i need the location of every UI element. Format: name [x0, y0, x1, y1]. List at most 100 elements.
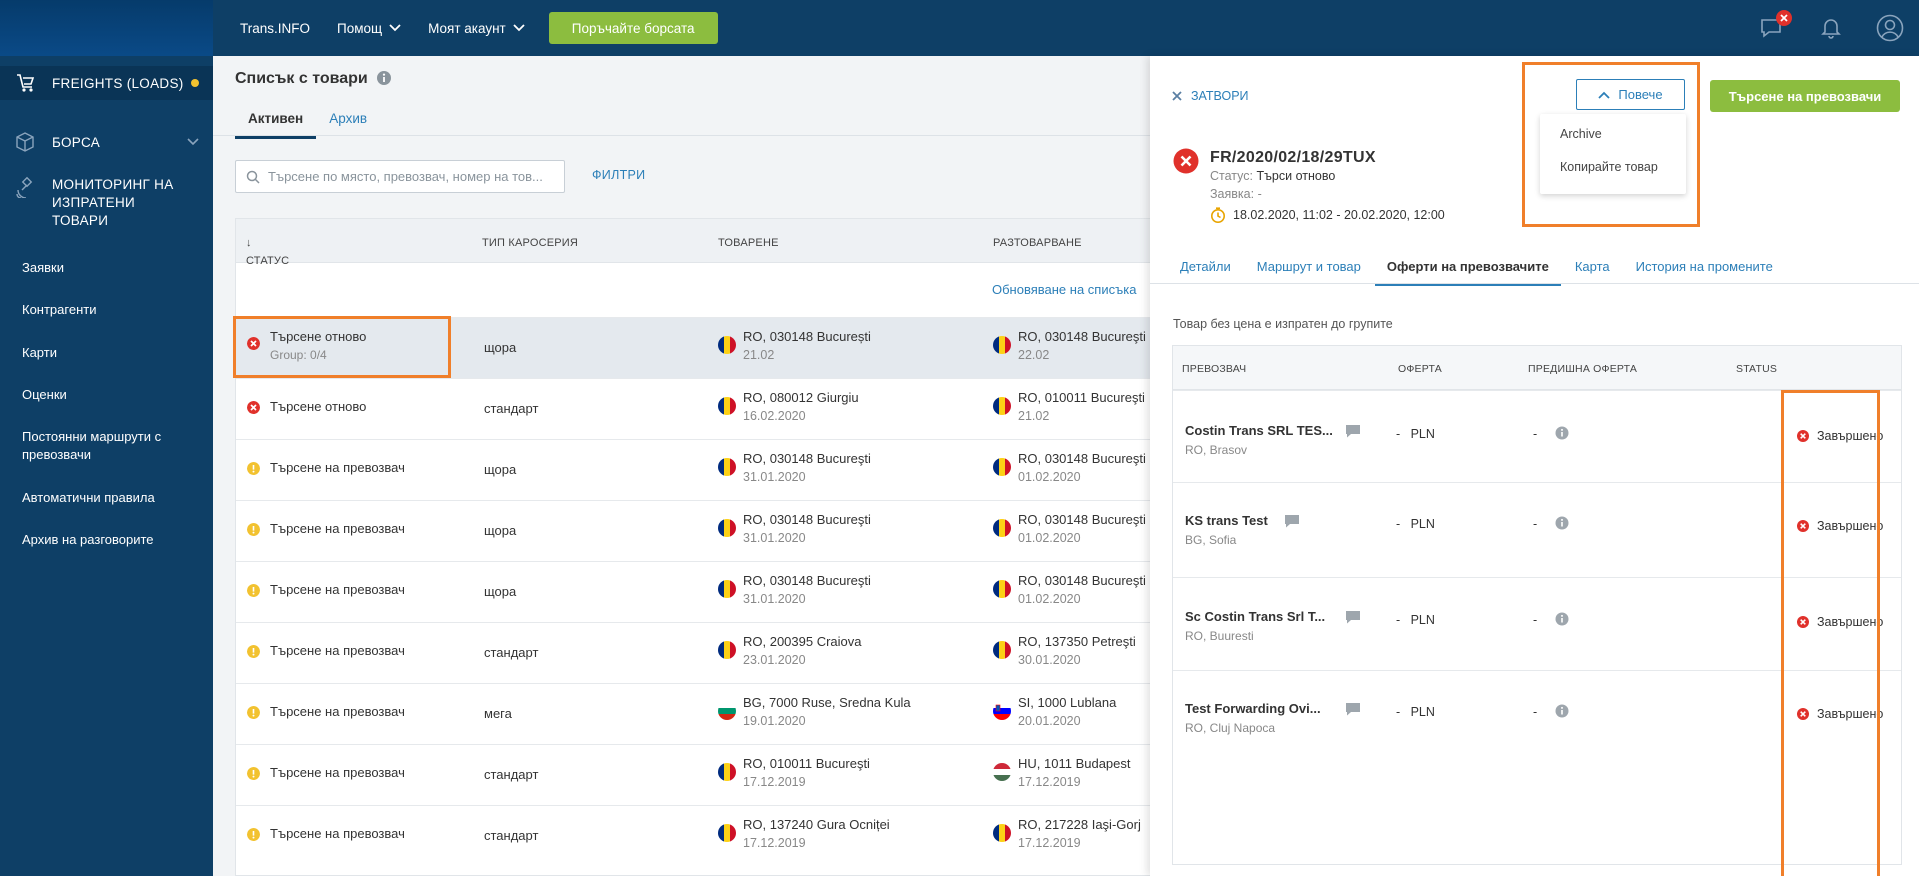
sidebar-item-permanent-routes[interactable]: Постоянни маршрути с превозвачи [22, 429, 162, 462]
table-row[interactable]: Търсене на превозвач стандарт RO, 137240 G… [236, 805, 1150, 866]
help-menu[interactable]: Помощ [337, 21, 401, 36]
loading-place: RO, 030148 Bucureşti 31.01.2020 [743, 512, 871, 545]
flag-ro-icon [993, 336, 1011, 354]
table-row[interactable]: Търсене отново Group: 0/4 щора RO, 030148 B… [236, 317, 1150, 378]
tab-map[interactable]: Карта [1574, 259, 1610, 274]
offer-row[interactable]: Costin Trans SRL TES... RO, Brasov - PLN - З… [1173, 390, 1901, 482]
close-label: ЗАТВОРИ [1191, 89, 1249, 103]
carrier-name[interactable]: Costin Trans SRL TES... [1185, 423, 1333, 438]
flag-ro-icon [718, 519, 736, 537]
menu-item-archive[interactable]: Archive [1560, 127, 1602, 141]
info-icon[interactable] [1555, 516, 1569, 530]
body-type: мега [484, 706, 512, 721]
unloading-address: HU, 1011 Budapest [1018, 756, 1131, 771]
offer-value: - PLN [1396, 705, 1435, 719]
notifications-button[interactable] [1818, 14, 1846, 42]
table-row[interactable]: Търсене на превозвач щора RO, 030148 Bucur… [236, 500, 1150, 561]
menu-item-copy-freight[interactable]: Копирайте товар [1560, 160, 1658, 174]
tab-carrier-offers[interactable]: Оферти на превозвачите [1374, 256, 1561, 286]
table-row[interactable]: Търсене на превозвач щора RO, 030148 Bucur… [236, 439, 1150, 500]
tab-details[interactable]: Детайли [1180, 259, 1231, 274]
sidebar-item-freights[interactable]: FREIGHTS (LOADS) [0, 66, 213, 100]
info-icon[interactable] [1555, 426, 1569, 440]
carrier-location: BG, Sofia [1185, 533, 1237, 547]
more-dropdown: Archive Копирайте товар [1540, 114, 1686, 194]
comment-icon[interactable] [1284, 514, 1300, 529]
notification-dot [191, 79, 199, 87]
sidebar-item-orders[interactable]: Заявки [22, 260, 64, 275]
comment-icon[interactable] [1345, 610, 1361, 625]
logo-area[interactable] [0, 0, 213, 56]
carrier-name[interactable]: Test Forwarding Ovi... [1185, 701, 1321, 716]
group-label: Group: 0/4 [270, 348, 327, 362]
sidebar-item-chat-archive[interactable]: Архив на разговорите [22, 532, 154, 547]
search-carriers-button[interactable]: Търсене на превозвачи [1710, 80, 1900, 112]
carrier-location: RO, Buuresti [1185, 629, 1254, 643]
sidebar-item-automatic-rules[interactable]: Автоматични правила [22, 490, 155, 505]
refresh-list-link[interactable]: Обновяване на списъка [992, 282, 1137, 297]
sidebar-item-ratings[interactable]: Оценки [22, 387, 67, 402]
filters-button[interactable]: ФИЛТРИ [592, 168, 646, 182]
offer-amount: - [1396, 613, 1401, 627]
more-button[interactable]: Повече [1576, 79, 1685, 110]
info-icon[interactable] [1555, 612, 1569, 626]
table-row[interactable]: Търсене на превозвач мега BG, 7000 Ruse, S… [236, 683, 1150, 744]
error-icon [1797, 430, 1809, 442]
page-title: Списък с товари [235, 70, 368, 87]
column-unloading[interactable]: РАЗТОВАРВАНЕ [993, 237, 1082, 249]
unloading-date: 20.01.2020 [1018, 714, 1081, 728]
unloading-address: RO, 030148 Bucureşti [1018, 451, 1146, 466]
info-icon[interactable] [1555, 704, 1569, 718]
offer-row[interactable]: Sc Costin Trans Srl T... RO, Buuresti - PL… [1173, 577, 1901, 670]
sidebar-item-monitoring[interactable]: МОНИТОРИНГ НА ИЗПРАТЕНИ ТОВАРИ [0, 176, 213, 228]
site-link[interactable]: Trans.INFO [240, 20, 311, 36]
loading-place: RO, 030148 Bucureşti 31.01.2020 [743, 451, 871, 484]
search-input[interactable] [268, 169, 558, 184]
sidebar-item-exchange[interactable]: БОРСА [0, 127, 213, 157]
unloading-address: SI, 1000 Lublana [1018, 695, 1117, 710]
tab-archive[interactable]: Архив [329, 111, 368, 126]
table-row[interactable]: Търсене на превозвач щора RO, 030148 Bucur… [236, 561, 1150, 622]
table-row[interactable]: Търсене на превозвач стандарт RO, 010011 B… [236, 744, 1150, 805]
table-row[interactable]: Търсене отново стандарт RO, 080012 Giurgiu… [236, 378, 1150, 439]
offer-row[interactable]: KS trans Test BG, Sofia - PLN - Завършено [1173, 482, 1901, 577]
search-box[interactable] [235, 160, 565, 193]
status-label: Статус: [1210, 169, 1253, 183]
clock-icon [1211, 207, 1225, 223]
order-exchange-button[interactable]: Поръчайте борсата [548, 12, 718, 44]
offer-row[interactable]: Test Forwarding Ovi... RO, Cluj Napoca - P… [1173, 670, 1901, 765]
dates-value: 18.02.2020, 11:02 - 20.02.2020, 12:00 [1233, 208, 1445, 222]
loading-date: 31.01.2020 [743, 531, 806, 545]
warning-icon [247, 828, 260, 841]
carrier-location: RO, Brasov [1185, 443, 1248, 457]
status-label: Търсене на превозвач [270, 704, 405, 719]
carrier-name[interactable]: KS trans Test [1185, 513, 1268, 528]
column-status[interactable]: СТАТУС ↓ [246, 237, 290, 267]
comment-icon[interactable] [1345, 702, 1361, 717]
freight-order: Заявка: - [1210, 187, 1262, 201]
account-menu[interactable]: Моят акаунт [428, 21, 525, 36]
info-icon[interactable] [376, 70, 392, 86]
offer-status-label: Завършено [1817, 615, 1884, 629]
carrier-name[interactable]: Sc Costin Trans Srl T... [1185, 609, 1326, 624]
column-body-type[interactable]: ТИП КАРОСЕРИЯ [482, 237, 579, 249]
table-row[interactable]: Търсене на превозвач стандарт RO, 200395 C… [236, 622, 1150, 683]
previous-offer: - [1533, 705, 1538, 719]
comment-icon[interactable] [1345, 424, 1361, 439]
sidebar-item-contractors[interactable]: Контрагенти [22, 302, 97, 317]
unloading-address: RO, 030148 Bucureşti [1018, 329, 1146, 344]
freight-status: Статус: Търси отново [1210, 169, 1335, 183]
sidebar-item-maps[interactable]: Карти [22, 345, 57, 360]
tab-active[interactable]: Активен [235, 108, 317, 139]
previous-offer: - [1533, 427, 1538, 441]
unloading-date: 22.02 [1018, 348, 1050, 362]
user-avatar-button[interactable] [1876, 14, 1904, 42]
unloading-place: RO, 010011 Bucureşti 21.02 [1018, 390, 1151, 423]
tab-history[interactable]: История на промените [1635, 259, 1773, 274]
unloading-date: 01.02.2020 [1018, 592, 1081, 606]
column-loading[interactable]: ТОВАРЕНЕ [718, 237, 779, 249]
close-panel-button[interactable]: ЗАТВОРИ [1172, 89, 1249, 103]
tab-route-cargo[interactable]: Маршрут и товар [1256, 259, 1361, 274]
close-icon [1172, 91, 1182, 101]
messages-button[interactable] [1758, 10, 1792, 42]
